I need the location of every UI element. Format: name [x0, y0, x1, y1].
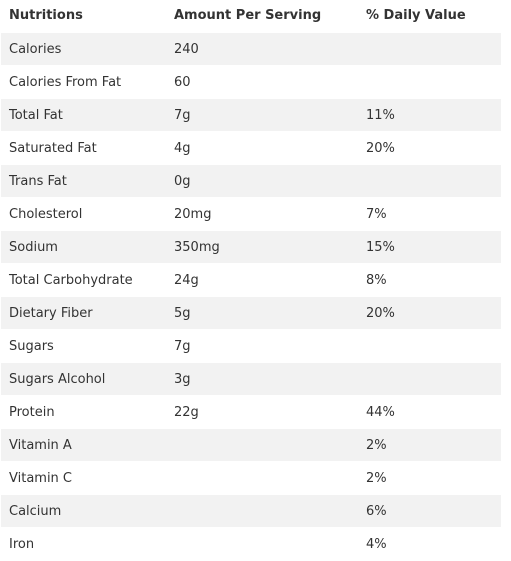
nutrient-name: Total Carbohydrate — [9, 273, 133, 288]
table-header-row: Nutritions Amount Per Serving % Daily Va… — [1, 0, 501, 33]
nutrient-daily-value: 2% — [366, 438, 387, 453]
nutrient-amount: 20mg — [174, 207, 212, 222]
table-row: Sugars Alcohol 3g — [1, 363, 501, 396]
nutrient-daily-value: 2% — [366, 471, 387, 486]
header-amount-per-serving: Amount Per Serving — [174, 8, 322, 23]
table-row: Calories 240 — [1, 33, 501, 66]
table-row: Sodium 350mg 15% — [1, 231, 501, 264]
table-row: Protein 22g 44% — [1, 396, 501, 429]
header-daily-value: % Daily Value — [366, 8, 466, 23]
nutrient-name: Protein — [9, 405, 55, 420]
nutrient-name: Iron — [9, 537, 35, 552]
table-row: Iron 4% — [1, 528, 501, 561]
nutrient-amount: 5g — [174, 306, 191, 321]
header-nutritions: Nutritions — [9, 8, 83, 23]
nutrient-name: Total Fat — [9, 108, 63, 123]
nutrient-daily-value: 4% — [366, 537, 387, 552]
nutrient-name: Vitamin A — [9, 438, 72, 453]
nutrient-daily-value: 8% — [366, 273, 387, 288]
nutrient-name: Cholesterol — [9, 207, 83, 222]
table-row: Cholesterol 20mg 7% — [1, 198, 501, 231]
nutrient-amount: 60 — [174, 75, 191, 90]
nutrient-name: Calcium — [9, 504, 62, 519]
table-row: Vitamin C 2% — [1, 462, 501, 495]
nutrition-table: Nutritions Amount Per Serving % Daily Va… — [1, 0, 501, 561]
nutrient-amount: 24g — [174, 273, 199, 288]
nutrient-amount: 240 — [174, 42, 199, 57]
nutrient-daily-value: 15% — [366, 240, 395, 255]
nutrient-amount: 4g — [174, 141, 191, 156]
nutrient-amount: 7g — [174, 339, 191, 354]
nutrient-name: Dietary Fiber — [9, 306, 93, 321]
table-row: Calcium 6% — [1, 495, 501, 528]
nutrient-amount: 0g — [174, 174, 191, 189]
nutrient-name: Calories — [9, 42, 62, 57]
nutrient-daily-value: 7% — [366, 207, 387, 222]
table-row: Total Fat 7g 11% — [1, 99, 501, 132]
table-row: Calories From Fat 60 — [1, 66, 501, 99]
table-row: Sugars 7g — [1, 330, 501, 363]
nutrient-name: Sugars Alcohol — [9, 372, 106, 387]
table-row: Dietary Fiber 5g 20% — [1, 297, 501, 330]
nutrient-name: Trans Fat — [9, 174, 67, 189]
nutrient-daily-value: 6% — [366, 504, 387, 519]
nutrient-daily-value: 20% — [366, 141, 395, 156]
table-row: Trans Fat 0g — [1, 165, 501, 198]
nutrient-name: Sugars — [9, 339, 54, 354]
nutrient-name: Saturated Fat — [9, 141, 97, 156]
nutrient-amount: 22g — [174, 405, 199, 420]
table-row: Saturated Fat 4g 20% — [1, 132, 501, 165]
nutrient-name: Vitamin C — [9, 471, 73, 486]
nutrient-daily-value: 11% — [366, 108, 395, 123]
nutrient-amount: 7g — [174, 108, 191, 123]
nutrient-amount: 350mg — [174, 240, 220, 255]
nutrient-amount: 3g — [174, 372, 191, 387]
table-row: Total Carbohydrate 24g 8% — [1, 264, 501, 297]
nutrient-daily-value: 44% — [366, 405, 395, 420]
nutrient-name: Sodium — [9, 240, 58, 255]
nutrient-name: Calories From Fat — [9, 75, 122, 90]
nutrient-daily-value: 20% — [366, 306, 395, 321]
table-row: Vitamin A 2% — [1, 429, 501, 462]
